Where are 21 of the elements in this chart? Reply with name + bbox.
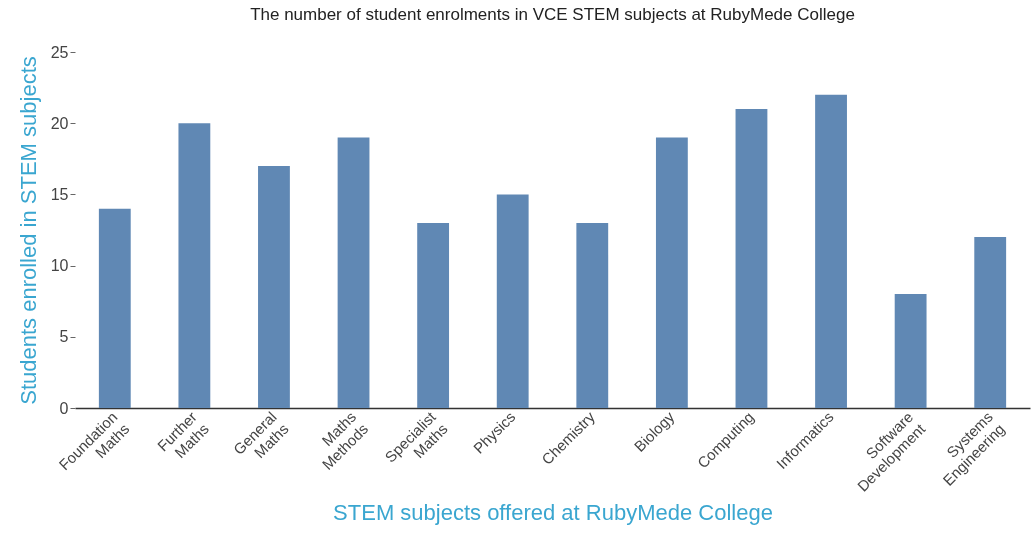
- x-axis-title: STEM subjects offered at RubyMede College: [333, 499, 773, 525]
- chart-title: The number of student enrolments in VCE STEM subjects at RubyMede College: [250, 5, 855, 24]
- y-tick-label: 10: [50, 257, 69, 275]
- bar: [417, 222, 450, 408]
- y-tick-label: 20: [50, 114, 69, 132]
- bar: [655, 137, 688, 408]
- y-tick-label: 0: [59, 399, 69, 417]
- bar: [258, 165, 290, 408]
- y-tick-label: 5: [59, 328, 69, 346]
- y-tick-label: 25: [50, 43, 69, 61]
- y-axis-title: Students enrolled in STEM subjects: [15, 56, 41, 405]
- bar: [98, 208, 131, 408]
- bar: [337, 137, 370, 408]
- bar: [496, 194, 529, 408]
- bar: [735, 108, 768, 408]
- bar: [576, 222, 609, 408]
- bar: [178, 123, 211, 408]
- bar: [894, 294, 927, 408]
- bar: [974, 237, 1007, 408]
- bar: [815, 94, 847, 408]
- y-tick-label: 15: [50, 185, 69, 203]
